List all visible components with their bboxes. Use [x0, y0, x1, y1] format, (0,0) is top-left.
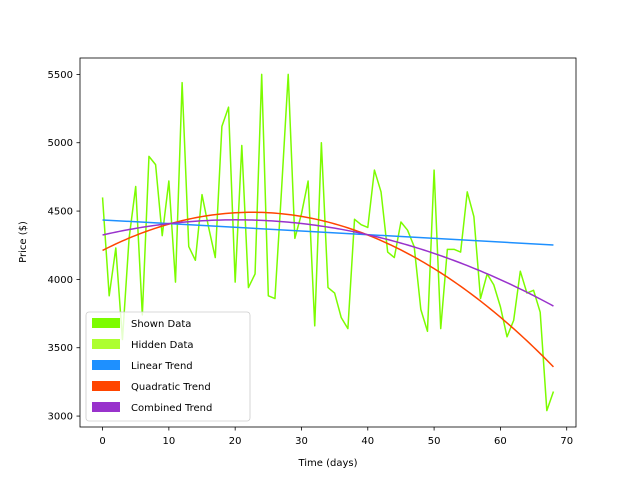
y-tick-label: 4500 [48, 207, 73, 218]
x-tick-label: 0 [99, 436, 105, 447]
y-tick-label: 3500 [48, 343, 73, 354]
legend-label-combined-trend: Combined Trend [131, 403, 212, 414]
x-tick-label: 30 [295, 436, 308, 447]
legend-swatch-combined-trend [92, 402, 120, 412]
y-tick-label: 5000 [48, 138, 73, 149]
x-tick-label: 40 [361, 436, 374, 447]
x-tick-label: 50 [428, 436, 441, 447]
y-tick-label: 5500 [48, 70, 73, 81]
y-axis-label: Price ($) [18, 221, 29, 263]
legend-swatch-shown-data [92, 318, 120, 328]
x-axis: 0 10 20 30 40 50 60 70 [99, 427, 573, 447]
legend-swatch-hidden-data [92, 339, 120, 349]
series-line-quadratic-trend [102, 211, 554, 368]
y-tick-label: 3000 [48, 412, 73, 423]
legend-label-quadratic-trend: Quadratic Trend [131, 382, 211, 393]
legend-label-linear-trend: Linear Trend [131, 361, 193, 372]
x-tick-label: 20 [229, 436, 242, 447]
legend-label-shown-data: Shown Data [131, 319, 191, 330]
x-tick-label: 10 [162, 436, 175, 447]
x-tick-label: 70 [560, 436, 573, 447]
legend-swatch-quadratic-trend [92, 381, 120, 391]
series-line-shown-data [101, 73, 555, 412]
legend: Shown Data Hidden Data Linear Trend Quadrat… [85, 311, 251, 422]
plot-lines [101, 73, 555, 412]
x-tick-label: 60 [494, 436, 507, 447]
legend-box [85, 311, 251, 422]
legend-swatch-linear-trend [92, 360, 120, 370]
y-axis: 3000 3500 4000 4500 5000 5500 [48, 70, 80, 423]
series-line-linear-trend [102, 219, 554, 246]
y-tick-label: 4000 [48, 275, 73, 286]
series-line-combined-trend [102, 219, 554, 307]
legend-label-hidden-data: Hidden Data [131, 340, 194, 351]
plot-frame [79, 57, 577, 428]
x-axis-label: Time (days) [297, 458, 357, 469]
